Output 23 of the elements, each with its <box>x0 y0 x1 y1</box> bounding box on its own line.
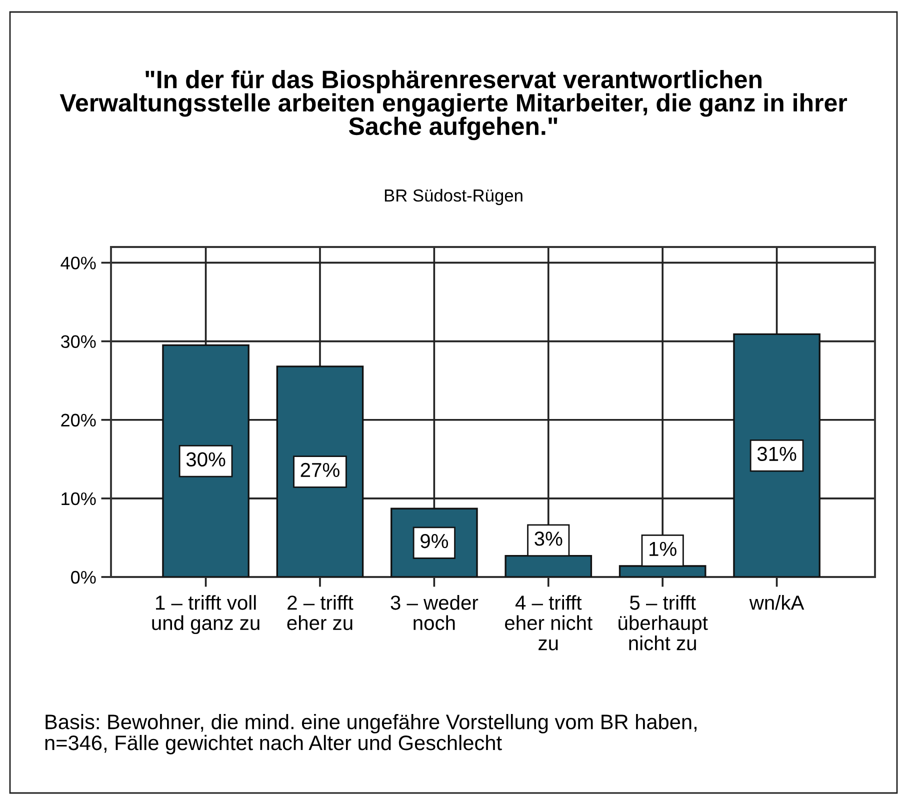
bar <box>162 344 250 577</box>
text: Basis: Bewohner, die mind. eine ungefähre Vorstellung vom BR haben, n=346, Fälle gewichtet nach Alter und Geschlecht <box>45 714 696 754</box>
data-label: 31% <box>757 446 796 462</box>
x-tick-label: wn/kA <box>749 595 804 610</box>
chart-title: "In der für das Biosphärenreservat verantwortlichen Verwaltungsstelle arbeiten engagierte Mitarbeiter, die ganz in ihrer Sache aufgehen." <box>60 70 848 140</box>
data-label: 9% <box>420 534 448 548</box>
y-tick-label: 40% <box>60 256 96 270</box>
data-label: 1% <box>650 542 676 556</box>
data-label: 27% <box>300 462 340 478</box>
bar <box>276 366 364 577</box>
y-tick-label: 10% <box>62 492 96 506</box>
data-label: 3% <box>534 532 562 546</box>
x-tick-label: 2 – trifft eher zu <box>287 595 354 630</box>
y-tick-label: 20% <box>61 414 96 427</box>
chart-subtitle: BR Südost-Rügen <box>384 188 522 206</box>
x-tick-label: 4 – trifft eher nicht zu <box>505 595 592 650</box>
x-tick-label: 3 – weder noch <box>390 595 478 630</box>
y-tick-label: 30% <box>60 335 96 348</box>
x-tick-label: 1 – trifft voll und ganz zu <box>152 595 260 634</box>
data-label: 30% <box>186 452 226 467</box>
y-tick-label: 0% <box>71 570 96 584</box>
bar <box>733 333 820 577</box>
x-tick-label: 5 – trifft überhaupt nicht zu <box>618 595 708 650</box>
